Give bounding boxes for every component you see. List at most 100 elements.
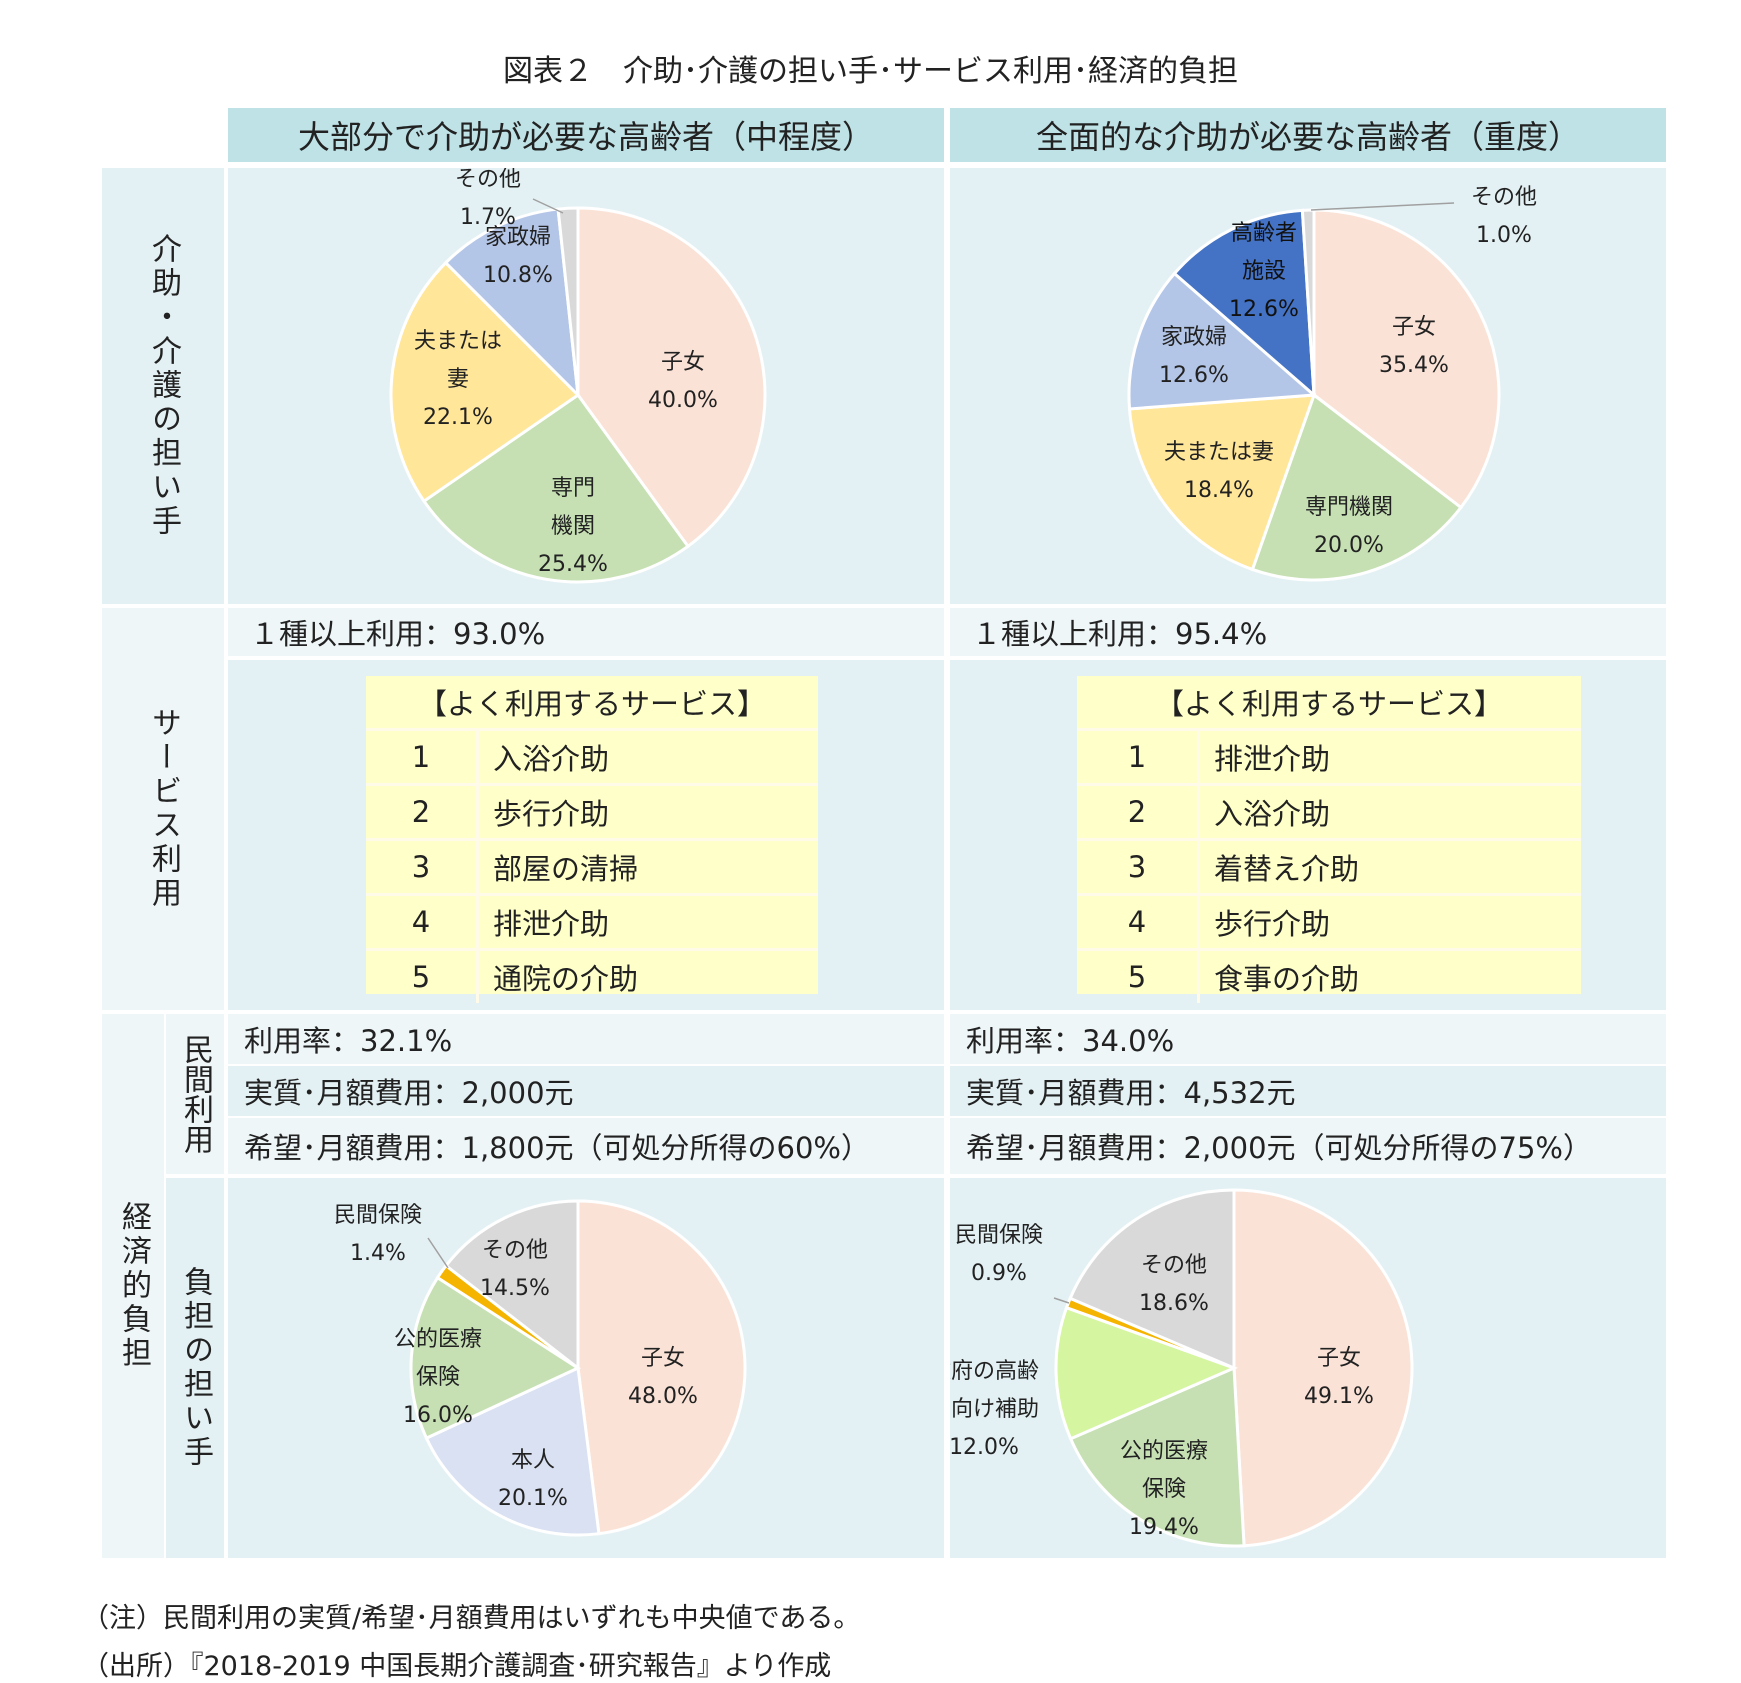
private-actual-cost-severe: 実質･月額費用：4,532元 <box>950 1066 1666 1116</box>
column-header-moderate: 大部分で介助が必要な高齢者（中程度） <box>228 108 944 162</box>
data-label: 家政婦 12.6% <box>1159 325 1229 388</box>
pie-slice <box>1250 392 1463 582</box>
data-label: その他 18.6% <box>1139 1253 1209 1316</box>
service-name: 歩行介助 <box>493 797 610 831</box>
rank: 5 <box>1077 951 1200 1003</box>
data-label: その他 14.5% <box>480 1238 550 1301</box>
chart-title: 図表２ 介助･介護の担い手･サービス利用･経済的負担 <box>503 54 1238 89</box>
table-row: 4 排泄介助 <box>366 893 818 948</box>
service-rate-severe: １種以上利用：95.4% <box>950 608 1666 656</box>
footnote: （注）民間利用の実質/希望･月額費用はいずれも中央値である。 <box>82 1603 861 1634</box>
pie-slice <box>1054 1305 1239 1441</box>
data-label: 公的医療保険 16.0% <box>394 1327 482 1428</box>
pie-slice <box>443 207 580 400</box>
pie-slice <box>389 260 581 504</box>
data-label: 政府の高齢者向け補助12.0% <box>950 1359 1039 1460</box>
private-actual-cost-moderate: 実質･月額費用：2,000元 <box>228 1066 944 1116</box>
service-table-header: 【よく利用するサービス】 <box>417 687 766 721</box>
service-name: 入浴介助 <box>1214 797 1331 831</box>
pie-chart-moderate-carers: 子女 40.0% 専門機関 25.4% 夫または妻 22.1% 家政婦 10.8%その他 1.7… <box>389 167 767 584</box>
data-label: 公的医療保険 19.4% <box>1120 1439 1208 1540</box>
pie-slice <box>556 206 580 396</box>
table-row: 5 通院の介助 <box>366 948 818 1003</box>
data-label: その他 1.7% <box>455 168 521 230</box>
service-name: 部屋の清掃 <box>493 852 639 886</box>
service-table-header: 【よく利用するサービス】 <box>1154 687 1503 721</box>
column-header-severe: 全面的な介助が必要な高齢者（重度） <box>950 108 1666 162</box>
data-label: 民間保険 0.9% <box>955 1223 1043 1286</box>
table-row: 2 入浴介助 <box>1077 783 1581 838</box>
row-label-service: サービス利用 <box>146 707 181 911</box>
row-label-cell-economic: 経済的負担 <box>102 1014 164 1558</box>
pie-slice <box>1127 393 1317 572</box>
data-label: 子女 35.4% <box>1379 315 1449 378</box>
pie-slice <box>409 1275 582 1441</box>
rank: 4 <box>366 896 479 948</box>
rank: 1 <box>366 731 479 783</box>
pie-slice <box>1312 208 1501 510</box>
data-label: 家政婦 10.8% <box>483 225 553 288</box>
service-name: 歩行介助 <box>1214 907 1331 941</box>
pie-slice <box>443 1199 580 1372</box>
table-row: 5 食事の介助 <box>1077 948 1581 1003</box>
data-label: その他 1.0% <box>1471 185 1537 248</box>
service-name: 排泄介助 <box>1214 742 1331 776</box>
rank: 2 <box>366 786 479 838</box>
rank: 5 <box>366 951 479 1003</box>
private-usage-rate-moderate: 利用率：32.1% <box>228 1014 944 1064</box>
table-row: 2 歩行介助 <box>366 783 818 838</box>
row-label-carers: 介助・介護の担い手 <box>146 233 181 539</box>
row-label-cell-private: 民間利用 <box>166 1014 224 1174</box>
rank: 3 <box>1077 841 1200 893</box>
table-row: 4 歩行介助 <box>1077 893 1581 948</box>
rank: 1 <box>1077 731 1200 783</box>
service-name: 入浴介助 <box>493 742 610 776</box>
rank: 4 <box>1077 896 1200 948</box>
rank: 2 <box>1077 786 1200 838</box>
pie-chart-moderate-burden: 子女 48.0% 本人 20.1% 公的医療保険 16.0% 民間保険 1.4% その他 14.5… <box>334 1199 747 1537</box>
pie-panel-severe-carers: 子女 35.4% 専門機関 20.0% 夫または妻 18.4% 家政婦 12.6% 高齢者施設 1… <box>950 168 1666 604</box>
pie-slice <box>576 206 767 549</box>
pie-slice <box>576 1199 747 1536</box>
data-label: 高齢者施設 12.6% <box>1229 221 1299 322</box>
row-label-burden: 負担の担い手 <box>178 1266 213 1470</box>
pie-slice <box>424 1365 601 1537</box>
data-label: 子女 49.1% <box>1304 1346 1374 1409</box>
private-usage-rate-severe: 利用率：34.0% <box>950 1014 1666 1064</box>
pie-panel-moderate-burden: 子女 48.0% 本人 20.1% 公的医療保険 16.0% 民間保険 1.4% その他 14.5… <box>228 1178 944 1558</box>
row-label-cell-service: サービス利用 <box>102 608 224 1010</box>
rank: 3 <box>366 841 479 893</box>
pie-panel-moderate-carers: 子女 40.0% 専門機関 25.4% 夫または妻 22.1% 家政婦 10.8% その他 1.7… <box>228 167 944 604</box>
table-row: 3 部屋の清掃 <box>366 838 818 893</box>
row-label-cell-carers: 介助・介護の担い手 <box>102 168 224 604</box>
pie-slice <box>1127 271 1318 411</box>
row-label-private: 民間利用 <box>178 1034 213 1154</box>
data-label: 子女 40.0% <box>648 350 718 413</box>
pie-chart-severe-carers: 子女 35.4% 専門機関 20.0% 夫または妻 18.4% 家政婦 12.6%高齢者施設 1… <box>1127 185 1537 582</box>
leader-line <box>427 1237 449 1269</box>
data-label: 民間保険 1.4% <box>334 1203 422 1266</box>
leader-line <box>1310 202 1455 211</box>
pie-slice <box>1172 208 1316 399</box>
service-name: 排泄介助 <box>493 907 610 941</box>
pie-slice <box>1232 1188 1414 1548</box>
service-name: 食事の介助 <box>1214 962 1360 996</box>
service-name: 通院の介助 <box>493 962 639 996</box>
data-label: 夫または妻 22.1% <box>414 329 502 430</box>
row-label-cell-burden: 負担の担い手 <box>166 1178 224 1558</box>
pie-slice <box>421 392 691 584</box>
row-label-economic: 経済的負担 <box>116 1201 151 1371</box>
data-label: 専門機関 25.4% <box>538 476 608 577</box>
data-label: 子女 48.0% <box>628 1346 698 1409</box>
leader-line <box>532 198 564 214</box>
table-row: 3 着替え介助 <box>1077 838 1581 893</box>
source-note: （出所）『2018-2019 中国長期介護調査･研究報告』より作成 <box>82 1651 832 1682</box>
data-label: 本人 20.1% <box>498 1448 568 1511</box>
table-row: 1 入浴介助 <box>366 728 818 783</box>
private-desired-cost-severe: 希望･月額費用：2,000元（可処分所得の75%） <box>950 1118 1666 1174</box>
leader-line <box>1053 1297 1070 1304</box>
data-label: 専門機関 20.0% <box>1305 495 1393 558</box>
